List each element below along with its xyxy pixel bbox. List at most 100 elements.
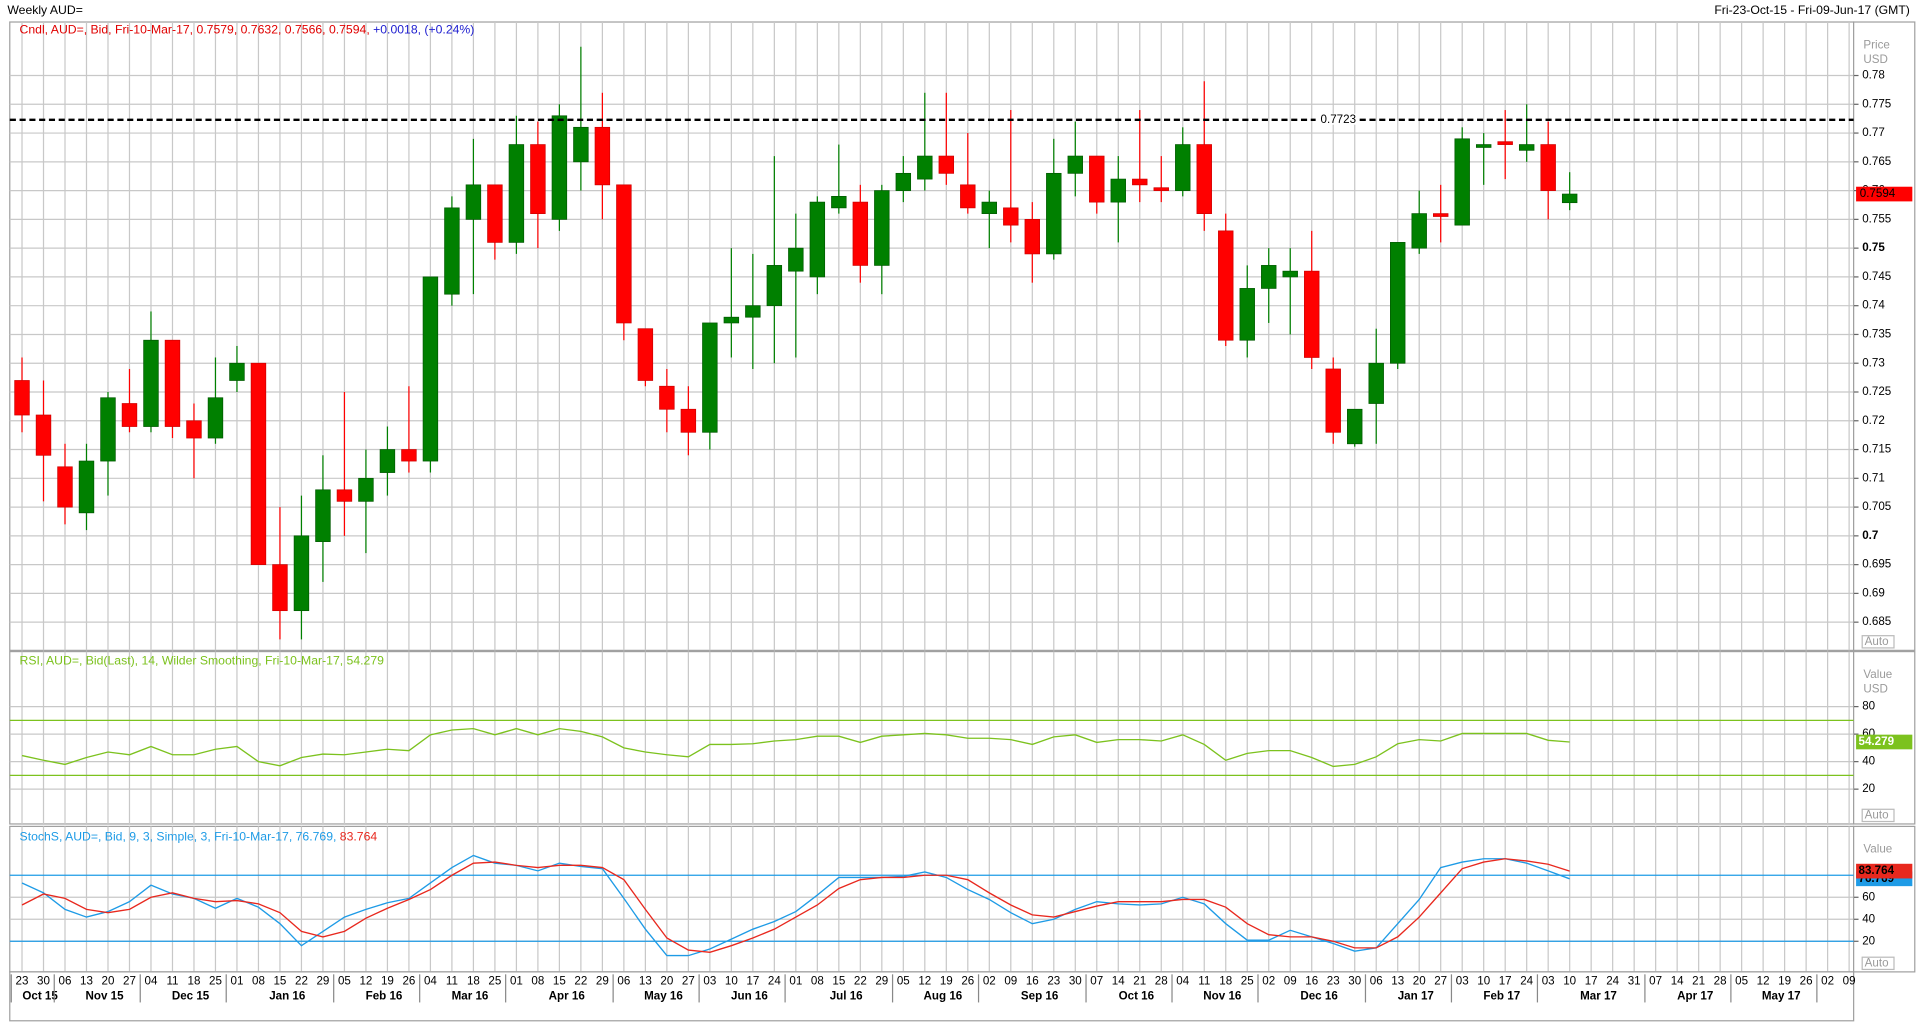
candle-body (1196, 144, 1212, 214)
x-tick-label: 09 (1284, 975, 1297, 988)
panel (9, 21, 1855, 651)
x-tick-label: 09 (1843, 975, 1856, 988)
candle-body (207, 397, 224, 439)
candle-body (637, 328, 654, 381)
candle-body (1368, 362, 1384, 404)
x-tick-label: 24 (1606, 975, 1619, 988)
x-tick-label: 26 (961, 975, 974, 988)
x-tick-label: 01 (510, 975, 523, 988)
x-tick-label: 26 (402, 975, 415, 988)
x-tick-label: 17 (1585, 975, 1598, 988)
x-tick-label: 13 (80, 975, 93, 988)
candle-body (186, 420, 202, 439)
x-tick-label: 25 (1241, 975, 1254, 988)
y-tick-label: 0.765 (1862, 155, 1891, 168)
candle-body (1411, 213, 1427, 249)
x-tick-label: 16 (1305, 975, 1318, 988)
candle-body (293, 535, 310, 612)
candle-body (723, 316, 740, 324)
y-tick-label: 0.715 (1862, 443, 1891, 456)
x-tick-label: 10 (725, 975, 738, 988)
y-tick-label: 0.78 (1862, 69, 1885, 82)
candle-body (659, 385, 675, 410)
month-label: Mar 17 (1580, 989, 1617, 1002)
month-label: Oct 16 (1119, 989, 1155, 1002)
x-tick-label: 20 (102, 975, 115, 988)
x-tick-label: 10 (1477, 975, 1490, 988)
legend-value: 83.764 (340, 830, 378, 844)
x-tick-label: 12 (918, 975, 931, 988)
y-tick-label: 0.705 (1862, 500, 1891, 513)
x-tick-label: 21 (1692, 975, 1705, 988)
candle-body (1454, 138, 1470, 226)
y-tick-label: 0.72 (1862, 414, 1885, 427)
candle-body (1046, 172, 1062, 255)
candle-body (895, 172, 912, 191)
x-tick-label: 25 (209, 975, 222, 988)
x-tick-label: 05 (897, 975, 910, 988)
x-tick-label: 27 (123, 975, 136, 988)
y-tick-label: 0.69 (1862, 586, 1885, 599)
x-tick-label: 22 (574, 975, 587, 988)
candle-body (1390, 242, 1406, 364)
panel (9, 825, 1855, 973)
candle-body (1175, 144, 1191, 191)
x-tick-label: 26 (1800, 975, 1813, 988)
x-tick-label: 19 (381, 975, 394, 988)
candle-body (1261, 265, 1277, 289)
plot-layer: 23 30 06 13 20 27 04 11 18 25 01 08 15 22 29 05 12 19 26 04… (9, 21, 1916, 1022)
candle-body (1218, 230, 1234, 341)
legend-change: +0.0018, (+0.24%) (373, 23, 474, 37)
candle-body (766, 265, 783, 307)
candle-body (272, 564, 288, 612)
y-tick-label: 0.745 (1862, 270, 1891, 283)
y-tick-label: 40 (1862, 912, 1875, 925)
axis-title: USD (1863, 53, 1888, 66)
month-label: Dec 16 (1300, 989, 1338, 1002)
candle-body (1325, 368, 1341, 433)
candle-body (960, 184, 976, 209)
month-label: Jan 16 (269, 989, 306, 1002)
x-tick-label: 30 (1069, 975, 1082, 988)
value-label: 54.279 (1859, 735, 1895, 748)
auto-box (1861, 808, 1895, 823)
axis-title: Value (1863, 843, 1892, 856)
axis-title: USD (1863, 683, 1888, 696)
candle-body (680, 408, 697, 433)
candle-body (379, 449, 396, 473)
x-tick-label: 29 (875, 975, 888, 988)
candle-body (57, 466, 73, 508)
candle-body (852, 201, 869, 266)
x-tick-label: 30 (37, 975, 50, 988)
stoch-legend: StochS, AUD=, Bid, 9, 3, Simple, 3, Fri-… (20, 830, 378, 844)
candle-body (1024, 219, 1040, 255)
y-tick-label: 20 (1862, 782, 1875, 795)
month-label: Jun 16 (731, 989, 768, 1002)
x-tick-label: 31 (1628, 975, 1641, 988)
candle-body (702, 322, 718, 433)
x-tick-label: 23 (1047, 975, 1060, 988)
x-tick-label: 07 (1090, 975, 1103, 988)
x-tick-label: 30 (1348, 975, 1361, 988)
y-tick-label: 0.74 (1862, 299, 1885, 312)
x-tick-label: 20 (660, 975, 673, 988)
candle-body (831, 195, 847, 209)
month-label: May 17 (1762, 989, 1801, 1002)
legend-text: StochS, AUD=, Bid, 9, 3, Simple, 3, Fri-… (20, 830, 337, 844)
candle-body (530, 144, 546, 214)
x-tick-label: 04 (424, 975, 437, 988)
candle-body (573, 126, 589, 163)
x-tick-label: 03 (1456, 975, 1469, 988)
candle-body (336, 489, 353, 502)
x-tick-label: 04 (145, 975, 158, 988)
candle-body (487, 184, 503, 243)
x-tick-label: 18 (467, 975, 480, 988)
month-label: Apr 17 (1677, 989, 1713, 1002)
month-label: Feb 16 (366, 989, 403, 1002)
x-tick-label: 02 (1821, 975, 1834, 988)
candle-body (164, 339, 181, 427)
axis-title: Price (1863, 38, 1889, 51)
candle-body (981, 201, 998, 214)
y-tick-label: 80 (1862, 700, 1875, 713)
